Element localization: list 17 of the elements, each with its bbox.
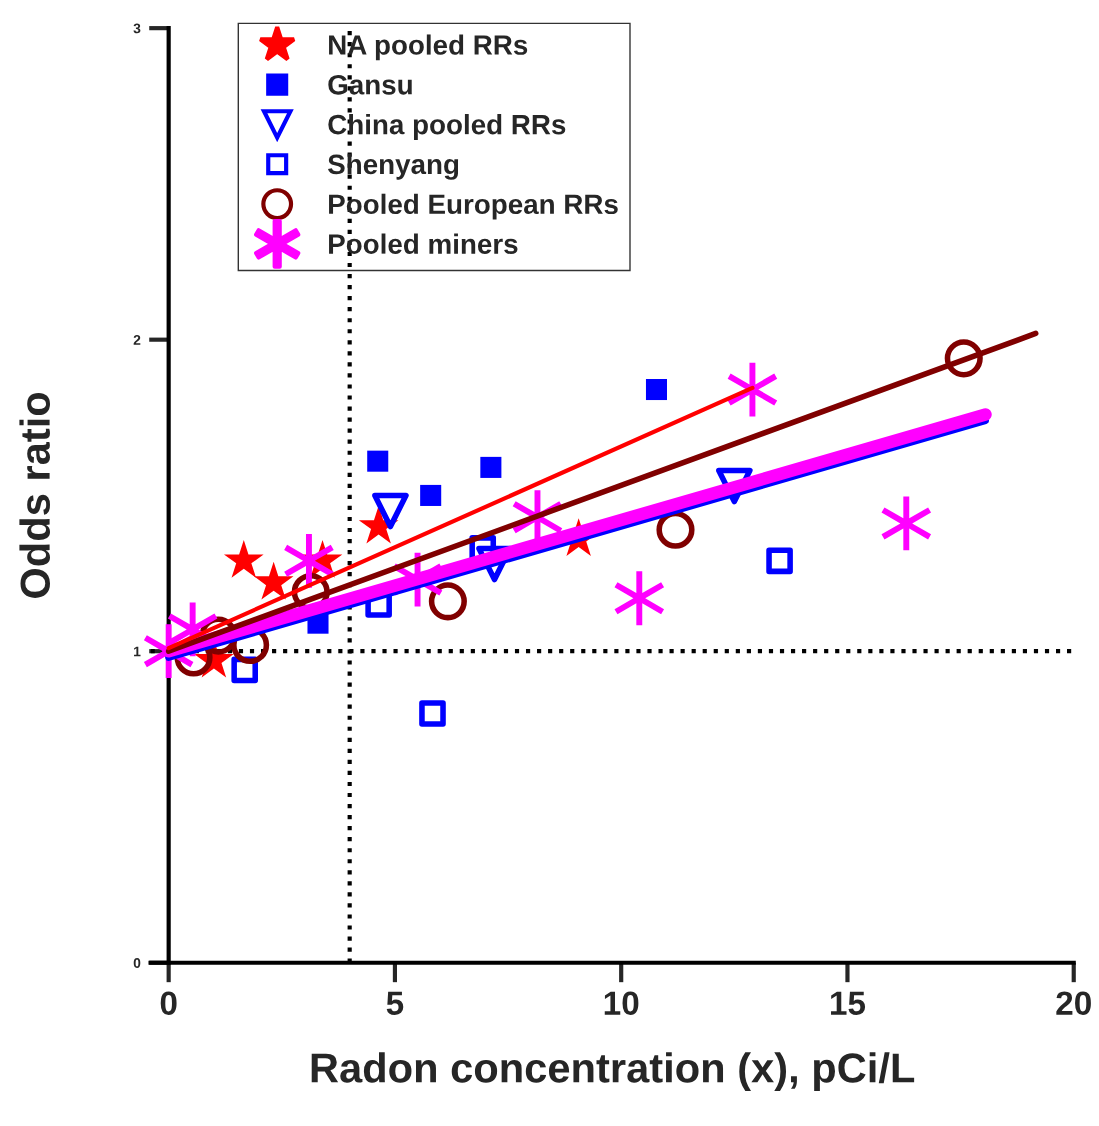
x-tick-label: 15 [831,991,866,1015]
y-tick-label: 1 [134,646,141,657]
legend-label: Gansu [328,74,412,95]
legend-label: NA pooled RRs [329,34,528,61]
y-axis-title: Odds ratio [19,392,51,598]
x-tick-label: 0 [160,991,177,1015]
legend-label: Pooled European RRs [329,193,618,220]
x-tick-label: 20 [1056,991,1091,1015]
legend-label: China pooled RRs [328,114,566,140]
y-tick-label: 0 [133,958,141,968]
y-tick-label: 2 [133,335,141,345]
legend-label: Shenyang [327,153,459,180]
legend-label: Pooled miners [329,233,518,254]
y-tick-label: 3 [133,23,141,34]
x-axis-title: Radon concentration (x), pCi/L [311,1052,915,1091]
x-tick-label: 10 [604,991,639,1015]
x-tick-label: 5 [386,991,404,1015]
